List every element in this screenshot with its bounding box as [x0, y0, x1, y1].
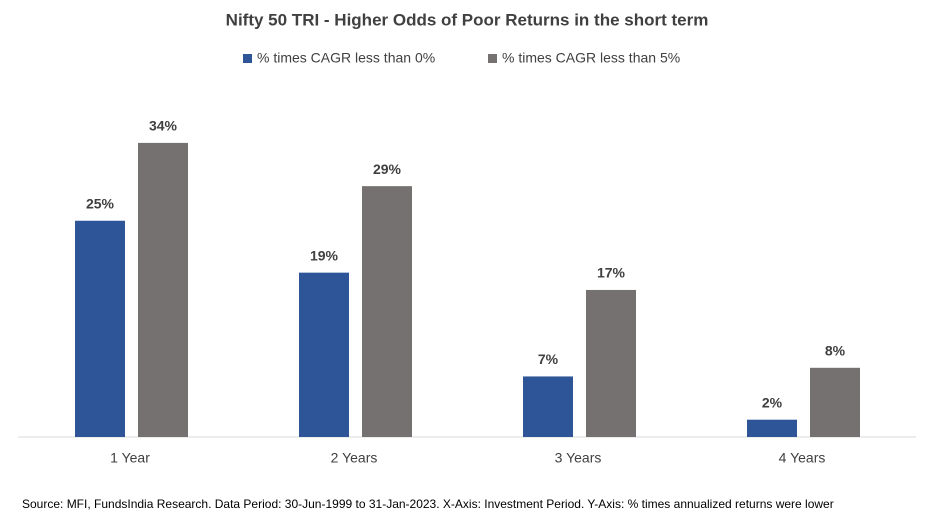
legend-label: % times CAGR less than 0%: [257, 50, 435, 66]
value-label: 19%: [310, 247, 339, 263]
x-tick-label: 3 Years: [555, 450, 602, 466]
bar: [523, 376, 573, 437]
bar: [810, 367, 860, 437]
bar: [586, 289, 636, 437]
bar: [138, 142, 188, 437]
source-note: Source: MFI, FundsIndia Research. Data P…: [22, 497, 834, 511]
bar: [362, 186, 412, 437]
legend-swatch: [243, 54, 252, 63]
x-tick-label: 2 Years: [331, 450, 378, 466]
legend-swatch: [488, 54, 497, 63]
value-label: 25%: [86, 195, 115, 211]
bar: [299, 272, 349, 437]
value-label: 29%: [373, 161, 402, 177]
x-tick-label: 1 Year: [110, 450, 150, 466]
x-tick-label: 4 Years: [779, 450, 826, 466]
value-label: 17%: [597, 265, 626, 281]
value-label: 7%: [538, 351, 559, 367]
bar: [75, 220, 125, 437]
value-label: 2%: [762, 394, 783, 410]
chart-title: Nifty 50 TRI - Higher Odds of Poor Retur…: [226, 10, 709, 29]
value-label: 8%: [825, 343, 846, 359]
value-label: 34%: [149, 118, 178, 134]
bar: [747, 419, 797, 437]
legend-label: % times CAGR less than 5%: [502, 50, 680, 66]
